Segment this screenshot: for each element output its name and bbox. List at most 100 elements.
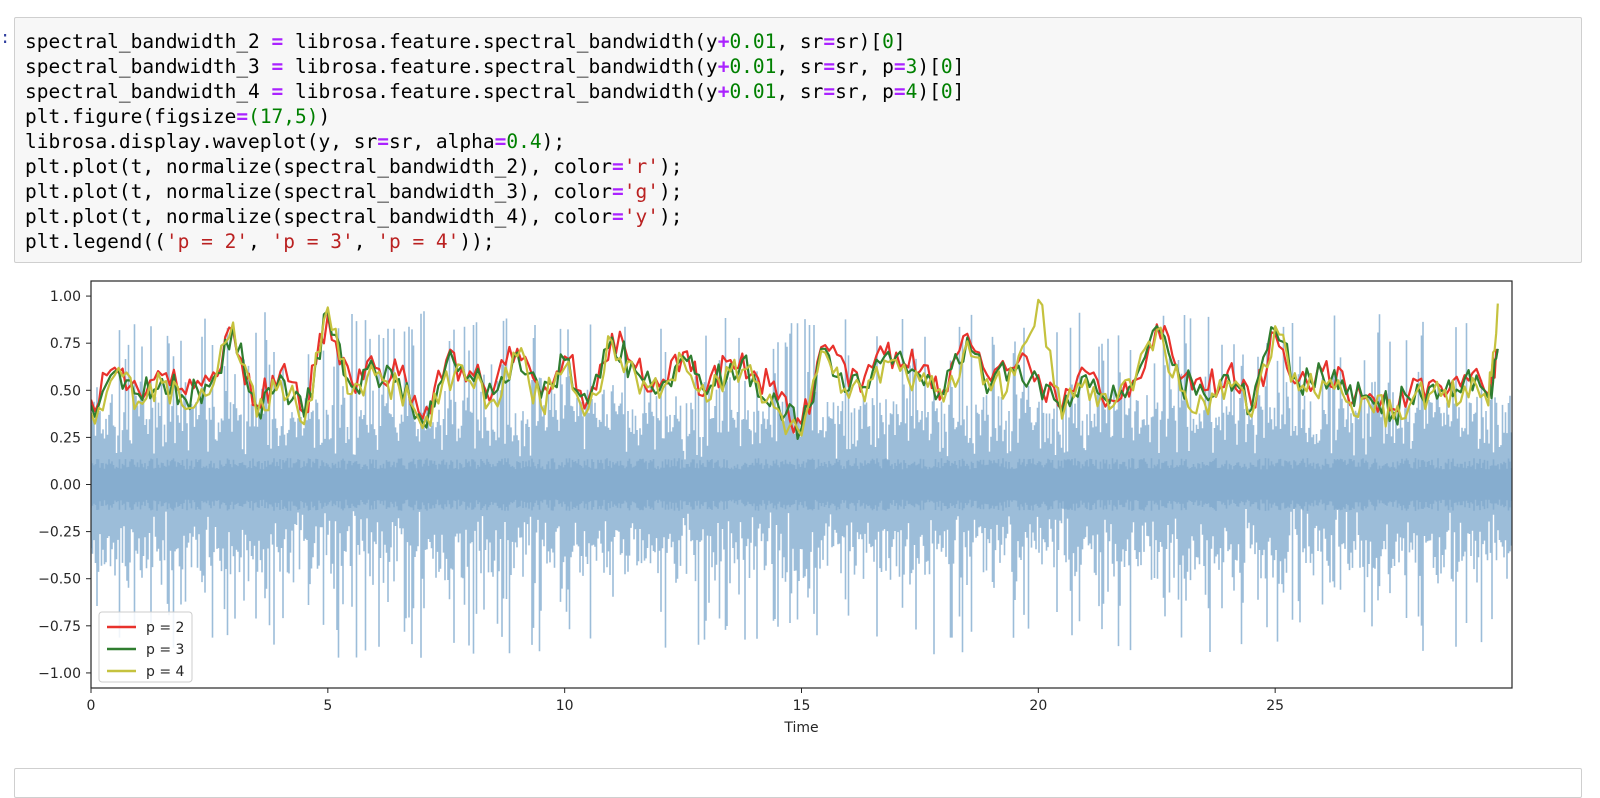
next-code-cell[interactable] — [14, 768, 1582, 798]
code-token: 0 — [940, 80, 953, 103]
code-token: plt.plot(t, normalize(spectral_bandwidth… — [25, 155, 612, 178]
x-tick-label: 20 — [1029, 698, 1047, 714]
code-token: 'g' — [623, 180, 659, 203]
code-token: = — [271, 30, 284, 53]
code-token: ] — [952, 80, 965, 103]
code-token: 0.4 — [506, 130, 542, 153]
code-token: librosa.feature.spectral_bandwidth(y — [283, 55, 718, 78]
line-chart: 1.00 0.75 0.50 0.25 0.00 −0.25 −0.50 −0.75 −1.00… — [38, 280, 1513, 736]
x-tick-label: 10 — [556, 698, 574, 714]
code-token: spectral_bandwidth_4 — [25, 80, 272, 103]
code-line: plt.plot(t, normalize(spectral_bandwidth… — [25, 204, 964, 229]
code-token: )[ — [917, 80, 941, 103]
code-token: librosa.feature.spectral_bandwidth(y — [283, 30, 718, 53]
code-token: + — [717, 80, 730, 103]
code-token: = — [612, 155, 624, 178]
y-tick-label: −1.00 — [38, 666, 81, 682]
code-token: sr, alpha — [388, 130, 495, 153]
y-tick-label: 0.75 — [50, 336, 81, 352]
code-token: + — [717, 30, 730, 53]
code-token: + — [717, 55, 730, 78]
code-token: plt.plot(t, normalize(spectral_bandwidth… — [25, 205, 612, 228]
code-line: plt.figure(figsize=(17,5)) — [25, 104, 964, 129]
code-token: 'p = 2' — [165, 230, 249, 253]
code-token: , sr — [776, 80, 824, 103]
code-line: librosa.display.waveplot(y, sr=sr, alpha… — [25, 129, 964, 154]
code-token: = — [494, 130, 507, 153]
code-token: (17,5) — [248, 105, 319, 128]
code-token: 0.01 — [729, 55, 777, 78]
code-token: = — [893, 80, 906, 103]
code-token: ); — [658, 180, 683, 203]
code-token: )[ — [917, 55, 941, 78]
code-line: plt.plot(t, normalize(spectral_bandwidth… — [25, 179, 964, 204]
series-line-4 — [91, 298, 1499, 437]
code-token: ); — [658, 205, 683, 228]
y-tick-label: 0.50 — [50, 383, 81, 399]
cell-prompt: : — [0, 28, 11, 48]
code-token: 0 — [940, 55, 953, 78]
code-token: = — [377, 130, 389, 153]
waveform-core — [91, 458, 1512, 511]
code-token: , — [248, 230, 272, 253]
x-axis-label: Time — [783, 720, 818, 736]
code-token: spectral_bandwidth_3 — [25, 55, 272, 78]
code-token: 4 — [905, 80, 918, 103]
code-token: ); — [541, 130, 566, 153]
code-token: 'r' — [623, 155, 659, 178]
code-token: spectral_bandwidth_2 — [25, 30, 272, 53]
code-cell[interactable]: spectral_bandwidth_2 = librosa.feature.s… — [14, 17, 1582, 263]
y-tick-label: −0.50 — [38, 572, 81, 588]
y-tick-label: 0.00 — [50, 478, 81, 494]
code-token: 0 — [882, 30, 894, 53]
code-token: , sr — [776, 30, 824, 53]
y-tick-label: 1.00 — [50, 289, 81, 305]
y-tick-label: −0.75 — [38, 619, 81, 635]
code-token: = — [612, 205, 624, 228]
code-token: 0.01 — [729, 80, 777, 103]
code-line: plt.legend(('p = 2', 'p = 3', 'p = 4')); — [25, 229, 964, 254]
code-token: = — [823, 55, 836, 78]
x-tick-label: 5 — [323, 698, 332, 714]
code-token: ] — [893, 30, 906, 53]
code-editor[interactable]: spectral_bandwidth_2 = librosa.feature.s… — [25, 29, 964, 254]
code-token: sr, p — [835, 80, 894, 103]
code-line: spectral_bandwidth_4 = librosa.feature.s… — [25, 79, 964, 104]
code-token: = — [823, 30, 836, 53]
code-token: plt.legend(( — [25, 230, 166, 253]
y-tick-label: −0.25 — [38, 525, 81, 541]
legend: p = 2 p = 3 p = 4 — [98, 611, 193, 683]
code-line: spectral_bandwidth_2 = librosa.feature.s… — [25, 29, 964, 54]
code-token: plt.plot(t, normalize(spectral_bandwidth… — [25, 180, 612, 203]
code-token: = — [612, 180, 624, 203]
code-token: librosa.display.waveplot(y, sr — [25, 130, 378, 153]
code-token: 0.01 — [729, 30, 777, 53]
waveform — [91, 311, 1512, 658]
code-token: = — [271, 55, 284, 78]
y-tick-label: 0.25 — [50, 430, 81, 446]
legend-box — [98, 611, 193, 683]
code-token: librosa.feature.spectral_bandwidth(y — [283, 80, 718, 103]
code-token: 'y' — [623, 205, 659, 228]
cell-output: 1.00 0.75 0.50 0.25 0.00 −0.25 −0.50 −0.75 −1.00… — [20, 276, 1580, 756]
code-token: , sr — [776, 55, 824, 78]
code-line: plt.plot(t, normalize(spectral_bandwidth… — [25, 154, 964, 179]
code-token: sr)[ — [835, 30, 883, 53]
x-tick-label: 15 — [793, 698, 811, 714]
code-line: spectral_bandwidth_3 = librosa.feature.s… — [25, 54, 964, 79]
code-token: ); — [658, 155, 683, 178]
x-tick-label: 0 — [87, 698, 96, 714]
code-token: , — [353, 230, 378, 253]
code-token: ) — [318, 105, 331, 128]
x-tick-label: 25 — [1266, 698, 1284, 714]
legend-label: p = 4 — [146, 664, 185, 680]
waveform-path — [91, 311, 1512, 658]
code-token: 'p = 4' — [377, 230, 460, 253]
code-token: 3 — [905, 55, 918, 78]
series-group — [91, 298, 1499, 440]
legend-label: p = 2 — [146, 620, 184, 636]
code-token: sr, p — [835, 55, 894, 78]
legend-label: p = 3 — [146, 642, 184, 658]
code-token: = — [823, 80, 836, 103]
code-token: plt.figure(figsize — [25, 105, 237, 128]
